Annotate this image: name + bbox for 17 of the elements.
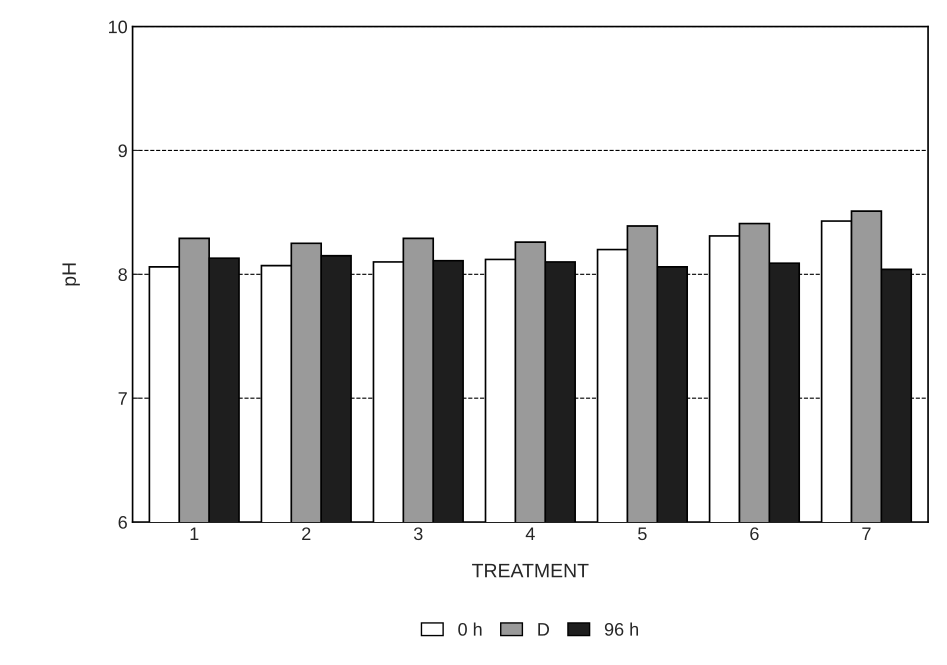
x-tick-label: 2 <box>302 527 310 540</box>
y-tick-label: 8 <box>118 268 127 282</box>
x-tick-label: 5 <box>638 528 647 540</box>
x-tick-label: 7 <box>862 528 871 540</box>
legend-label: D <box>538 623 550 636</box>
x-tick-label: 1 <box>190 528 198 540</box>
y-tick-label: 6 <box>118 516 127 529</box>
x-tick-label: 6 <box>750 527 759 540</box>
legend-label: 96 h <box>604 622 638 636</box>
y-tick-label: 7 <box>118 392 127 405</box>
x-axis-title: TREATMENT <box>472 564 589 578</box>
y-tick-label: 10 <box>109 20 128 34</box>
legend-label: 0 h <box>458 622 482 636</box>
x-tick-label: 4 <box>526 528 535 540</box>
y-axis-title: pH <box>62 263 80 286</box>
x-tick-label: 3 <box>414 527 423 540</box>
y-tick-label: 9 <box>118 144 127 158</box>
